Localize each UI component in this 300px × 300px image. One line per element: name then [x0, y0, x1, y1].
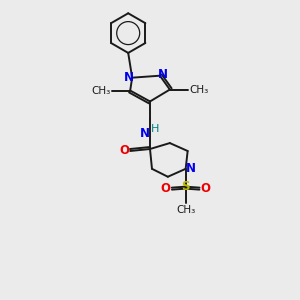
- Text: H: H: [151, 124, 159, 134]
- Text: O: O: [200, 182, 211, 195]
- Text: N: N: [158, 68, 168, 81]
- Text: O: O: [119, 145, 129, 158]
- Text: CH₃: CH₃: [190, 85, 209, 94]
- Text: N: N: [140, 127, 150, 140]
- Text: N: N: [124, 71, 134, 84]
- Text: CH₃: CH₃: [176, 206, 195, 215]
- Text: CH₃: CH₃: [91, 85, 110, 96]
- Text: N: N: [186, 162, 196, 175]
- Text: S: S: [182, 180, 190, 193]
- Text: O: O: [161, 182, 171, 195]
